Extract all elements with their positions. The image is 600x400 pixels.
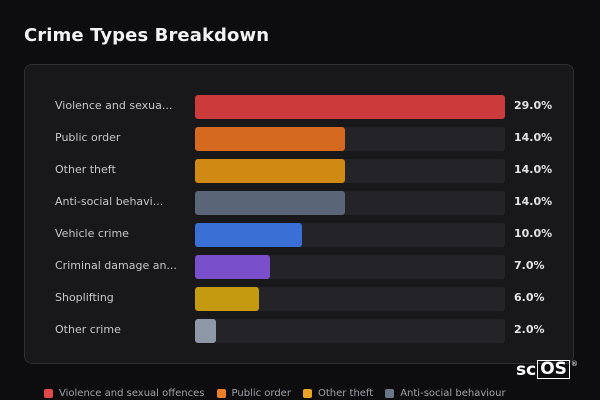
bar-row: Violence and sexua... 29.0% (25, 95, 575, 119)
bar-row: Vehicle crime 10.0% (25, 223, 575, 247)
bar (195, 95, 505, 119)
legend-label: Other theft (317, 387, 374, 399)
legend-item: Other theft (302, 387, 374, 399)
chart-title: Crime Types Breakdown (24, 25, 270, 46)
bar (195, 127, 345, 151)
bar-row: Other theft 14.0% (25, 159, 575, 183)
bar-value-label: 7.0% (514, 259, 545, 272)
bar-category-label: Vehicle crime (55, 227, 129, 240)
bar-track (195, 95, 505, 119)
legend-swatch (44, 388, 53, 398)
bar-value-label: 14.0% (514, 163, 553, 176)
bar-track (195, 191, 505, 215)
bar (195, 319, 216, 343)
bar-category-label: Shoplifting (55, 291, 114, 304)
bar-value-label: 29.0% (514, 99, 553, 112)
bar-track (195, 255, 505, 279)
bar (195, 287, 259, 311)
legend-swatch (302, 388, 312, 398)
legend-label: Anti-social behaviour (400, 387, 506, 399)
legend-item: Violence and sexual offences (44, 388, 205, 399)
bar (195, 159, 345, 183)
bar-category-label: Violence and sexua... (55, 99, 173, 112)
bar-category-label: Public order (55, 131, 121, 144)
bar-category-label: Anti-social behavi... (55, 195, 164, 208)
legend-item: Public order (216, 387, 291, 399)
bar-value-label: 10.0% (514, 227, 553, 240)
bar-value-label: 14.0% (514, 131, 553, 144)
logo-registered-mark: ® (570, 360, 578, 368)
chart-legend: Violence and sexual offences Public order… (44, 386, 518, 400)
legend-swatch (216, 388, 226, 398)
bar (195, 191, 345, 215)
bar-track (195, 127, 505, 151)
bar-track (195, 159, 505, 183)
bar-category-label: Other crime (55, 323, 121, 336)
bar (195, 255, 270, 279)
bar-track (195, 287, 505, 311)
legend-swatch (385, 388, 395, 398)
logo-text-plain: sc (516, 360, 537, 380)
bar-row: Shoplifting 6.0% (25, 287, 575, 311)
bar-track (195, 223, 505, 247)
legend-label: Public order (231, 387, 291, 399)
bar-row: Anti-social behavi... 14.0% (25, 191, 575, 215)
logo-text-boxed: OS (537, 360, 570, 379)
legend-item: Anti-social behaviour (385, 387, 506, 399)
bar-category-label: Criminal damage an... (55, 259, 177, 272)
bar-value-label: 14.0% (514, 195, 553, 208)
bar-category-label: Other theft (55, 163, 116, 176)
scos-logo: sc OS ® (516, 360, 578, 380)
bar-row: Other crime 2.0% (25, 319, 575, 343)
bar (195, 223, 302, 247)
bar-value-label: 2.0% (514, 323, 545, 336)
bar-row: Criminal damage an... 7.0% (25, 255, 575, 279)
chart-card: Violence and sexua... 29.0% Public order 14… (24, 64, 574, 364)
bar-row: Public order 14.0% (25, 127, 575, 151)
bar-value-label: 6.0% (514, 291, 545, 304)
legend-label: Violence and sexual offences (59, 387, 205, 399)
bar-track (195, 319, 505, 343)
